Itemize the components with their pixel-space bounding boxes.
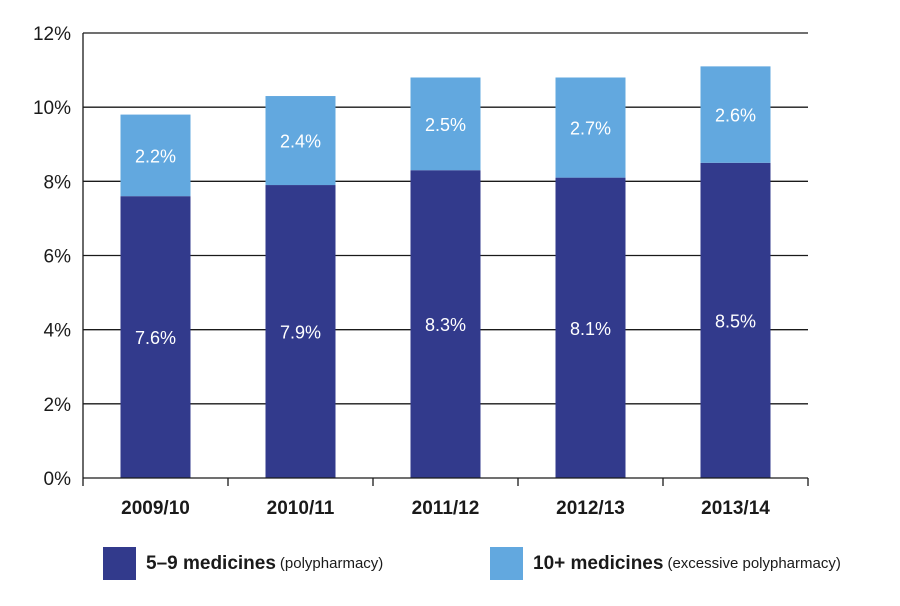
data-label: 2.4% [280, 132, 321, 152]
legend-note-excessive-polypharmacy: (excessive polypharmacy) [667, 555, 841, 572]
x-tick-label: 2011/12 [412, 498, 480, 519]
bar-excessive-polypharmacy [410, 77, 481, 171]
labels: 0% 2% 4% 6% 8% 10% 12% 7.6% 2.2% 2009/10 7.9% 2.4% 2… [33, 24, 770, 519]
legend-swatch-polypharmacy [103, 547, 136, 580]
data-label: 2.6% [715, 106, 756, 126]
data-label: 8.3% [425, 315, 466, 335]
legend-note-polypharmacy: (polypharmacy) [279, 555, 384, 572]
bar-polypharmacy [265, 185, 336, 478]
bar-polypharmacy [410, 170, 481, 479]
legend-swatch-excessive-polypharmacy [490, 547, 523, 580]
y-tick-label: 4% [44, 321, 72, 342]
data-label: 8.5% [715, 311, 756, 331]
data-label: 2.7% [570, 119, 611, 139]
y-tick-label: 2% [44, 395, 72, 416]
x-tick-label: 2013/14 [701, 498, 770, 519]
legend-item-polypharmacy: 5–9 medicines (polypharmacy) [103, 547, 383, 580]
legend-label-excessive-polypharmacy: 10+ medicines [533, 552, 664, 574]
x-tick-label: 2010/11 [267, 498, 335, 519]
legend-label-polypharmacy: 5–9 medicines [146, 552, 276, 574]
bar-excessive-polypharmacy [120, 114, 191, 197]
bar-excessive-polypharmacy [700, 66, 771, 163]
y-tick-label: 6% [44, 247, 72, 268]
y-tick-label: 10% [33, 98, 71, 119]
bar-polypharmacy [700, 162, 771, 478]
axes [82, 33, 809, 486]
legend-item-excessive-polypharmacy: 10+ medicines (excessive polypharmacy) [490, 547, 841, 580]
bar-polypharmacy [120, 196, 191, 478]
x-tick-label: 2009/10 [121, 498, 190, 519]
data-label: 7.6% [135, 328, 176, 348]
data-label: 8.1% [570, 319, 611, 339]
data-label: 2.2% [135, 146, 176, 166]
bar-excessive-polypharmacy [265, 96, 336, 186]
y-tick-label: 12% [33, 24, 71, 45]
x-tick-label: 2012/13 [556, 498, 625, 519]
y-tick-label: 8% [44, 172, 72, 193]
y-tick-label: 0% [44, 469, 72, 490]
data-label: 2.5% [425, 115, 466, 135]
data-label: 7.9% [280, 323, 321, 343]
bar-excessive-polypharmacy [555, 77, 626, 178]
bar-polypharmacy [555, 177, 626, 478]
bars [120, 66, 771, 479]
